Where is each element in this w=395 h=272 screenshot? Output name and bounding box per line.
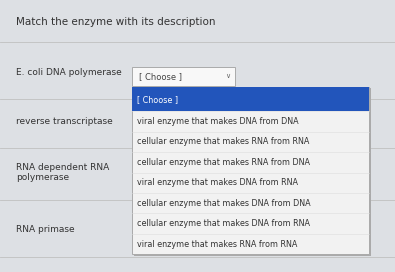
Bar bbox=[134, 88, 371, 256]
Text: cellular enzyme that makes DNA from RNA: cellular enzyme that makes DNA from RNA bbox=[137, 219, 310, 228]
Text: [ Choose ]: [ Choose ] bbox=[137, 95, 178, 104]
Bar bbox=[0, 0, 395, 42]
Bar bbox=[132, 67, 235, 86]
Text: [ Choose ]: [ Choose ] bbox=[139, 72, 182, 81]
Text: viral enzyme that makes DNA from DNA: viral enzyme that makes DNA from DNA bbox=[137, 117, 299, 126]
Bar bbox=[132, 87, 369, 254]
Text: reverse transcriptase: reverse transcriptase bbox=[16, 116, 113, 126]
Text: cellular enzyme that makes DNA from DNA: cellular enzyme that makes DNA from DNA bbox=[137, 199, 311, 208]
Text: RNA primase: RNA primase bbox=[16, 225, 74, 234]
Text: cellular enzyme that makes RNA from DNA: cellular enzyme that makes RNA from DNA bbox=[137, 158, 310, 167]
Text: Match the enzyme with its description: Match the enzyme with its description bbox=[16, 17, 215, 27]
Text: E. coli DNA polymerase: E. coli DNA polymerase bbox=[16, 67, 122, 77]
Text: cellular enzyme that makes RNA from RNA: cellular enzyme that makes RNA from RNA bbox=[137, 137, 309, 146]
Text: RNA dependent RNA
polymerase: RNA dependent RNA polymerase bbox=[16, 163, 109, 183]
Text: viral enzyme that makes DNA from RNA: viral enzyme that makes DNA from RNA bbox=[137, 178, 298, 187]
Bar bbox=[132, 87, 369, 111]
Text: ∨: ∨ bbox=[226, 73, 230, 79]
Text: viral enzyme that makes RNA from RNA: viral enzyme that makes RNA from RNA bbox=[137, 240, 297, 249]
